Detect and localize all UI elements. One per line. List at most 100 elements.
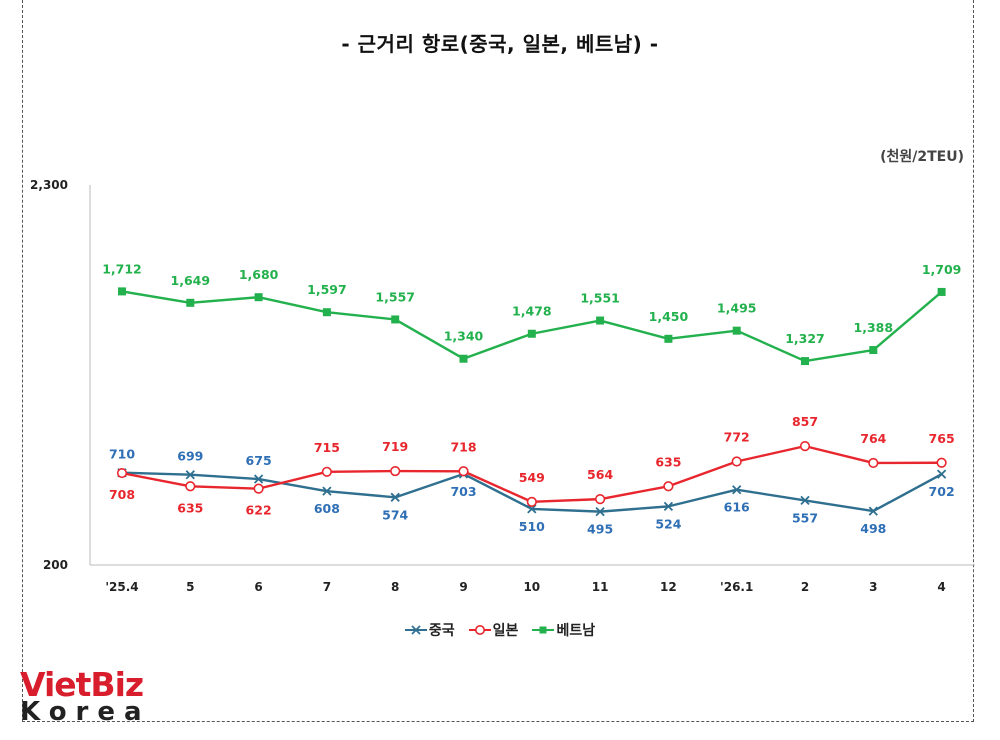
legend-label-vietnam: 베트남 — [556, 623, 596, 639]
series-markers — [116, 287, 947, 517]
point-marker-x — [868, 506, 878, 516]
data-label: 616 — [724, 500, 750, 515]
point-marker-circle — [185, 481, 196, 492]
x-tick-label: 4 — [937, 580, 945, 594]
data-label: 498 — [860, 521, 886, 536]
point-marker-x-stroke — [800, 495, 810, 506]
x-tick-label: '25.4 — [105, 580, 138, 594]
logo-text-korea: Korea — [20, 697, 151, 727]
point-marker-x — [185, 470, 195, 480]
data-label: 718 — [450, 439, 476, 454]
point-marker-circle — [868, 457, 879, 469]
point-marker-circle — [321, 466, 333, 477]
chart-title: - 근거리 항로(중국, 일본, 베트남) - — [341, 32, 659, 56]
data-label: 708 — [109, 487, 135, 502]
point-marker-square — [527, 329, 536, 338]
data-label: 549 — [519, 470, 545, 485]
point-marker-x-stroke — [663, 501, 674, 512]
point-marker-x — [527, 504, 537, 514]
point-marker-x — [800, 495, 810, 506]
data-label: 635 — [177, 500, 203, 515]
x-tick-label: 10 — [523, 580, 540, 594]
y-tick-label: 200 — [43, 558, 68, 572]
point-marker-x-stroke — [732, 485, 742, 495]
legend: 중국 일본 베트남 — [0, 620, 1000, 640]
point-marker-x-stroke — [868, 506, 878, 516]
data-label: 1,327 — [785, 331, 825, 346]
vietbiz-korea-logo: VietBiz Korea — [20, 668, 151, 725]
point-marker-x-stroke — [253, 474, 264, 484]
point-marker-x — [663, 501, 674, 512]
data-label: 574 — [382, 507, 408, 522]
point-marker-x — [595, 506, 605, 517]
x-tick-label: 11 — [592, 580, 609, 594]
point-marker-circle — [663, 481, 674, 492]
legend-label-japan: 일본 — [492, 623, 519, 639]
legend-marker-x-icon — [404, 625, 427, 635]
x-tick-label: '26.1 — [720, 580, 753, 594]
data-label: 772 — [724, 429, 750, 444]
data-label: 1,551 — [580, 291, 620, 306]
data-label: 1,495 — [717, 301, 757, 316]
point-marker-circle — [390, 465, 401, 477]
logo-line-1: VietBiz — [20, 668, 151, 701]
data-label: 764 — [860, 431, 886, 446]
x-tick-label: 3 — [869, 580, 877, 594]
x-tick-label: 5 — [186, 580, 194, 594]
axes: 2,300 200 '25.4 5 6 7 8 9 10 11 12 '26.1 2 3 4 — [30, 178, 975, 594]
unit-label: (천원/2TEU) — [880, 149, 964, 165]
data-label: 1,388 — [854, 320, 894, 335]
x-tick-label: 8 — [391, 580, 399, 594]
point-marker-square — [322, 308, 331, 317]
data-labels: 710 699 675 608 574 703 510 495 524 616 557 498 702 7… — [102, 261, 961, 536]
data-label: 857 — [792, 414, 818, 429]
series-line-2 — [121, 290, 943, 363]
point-marker-circle — [594, 494, 606, 505]
point-marker-x-stroke — [527, 504, 537, 514]
point-marker-x-stroke — [390, 492, 400, 502]
legend-item-japan: 일본 — [468, 620, 519, 640]
point-marker-square — [869, 346, 878, 355]
point-marker-circle — [731, 456, 742, 467]
data-label: 765 — [929, 431, 955, 446]
point-marker-square — [186, 298, 195, 307]
x-tick-label: 2 — [801, 580, 809, 594]
data-label: 1,712 — [102, 261, 142, 276]
data-label: 699 — [177, 449, 203, 464]
x-tick-label: 9 — [459, 580, 467, 594]
point-marker-x-stroke — [595, 506, 605, 517]
point-marker-x-stroke — [936, 469, 947, 479]
data-label: 719 — [382, 439, 408, 454]
point-marker-square — [732, 326, 741, 335]
point-marker-square — [596, 316, 605, 325]
data-label: 703 — [450, 484, 476, 499]
legend-item-china: 중국 — [404, 620, 455, 640]
legend-item-vietnam: 베트남 — [532, 620, 595, 640]
data-label: 1,340 — [444, 329, 484, 344]
data-label: 715 — [314, 440, 340, 455]
data-label: 608 — [314, 501, 340, 516]
point-marker-x — [322, 486, 332, 496]
point-marker-square — [459, 354, 468, 363]
data-label: 1,597 — [307, 282, 347, 297]
x-tick-label: 7 — [323, 580, 331, 594]
data-label: 524 — [655, 516, 681, 531]
chart-frame — [22, 0, 974, 722]
data-label: 1,557 — [375, 289, 415, 304]
data-label: 1,680 — [239, 267, 279, 282]
point-marker-x-stroke — [185, 470, 195, 480]
point-marker-x — [936, 469, 947, 479]
point-marker-x — [390, 492, 400, 502]
legend-marker-square-icon — [532, 626, 555, 634]
point-marker-x — [732, 485, 742, 495]
data-label: 675 — [246, 453, 272, 468]
data-label: 510 — [519, 519, 545, 534]
data-label: 622 — [246, 503, 272, 518]
point-marker-x — [253, 474, 264, 484]
data-label: 557 — [792, 510, 818, 525]
point-marker-circle — [458, 466, 469, 477]
logo-text-vietbiz: VietBiz — [20, 665, 144, 704]
point-marker-square — [801, 357, 809, 366]
point-marker-square — [937, 287, 946, 296]
